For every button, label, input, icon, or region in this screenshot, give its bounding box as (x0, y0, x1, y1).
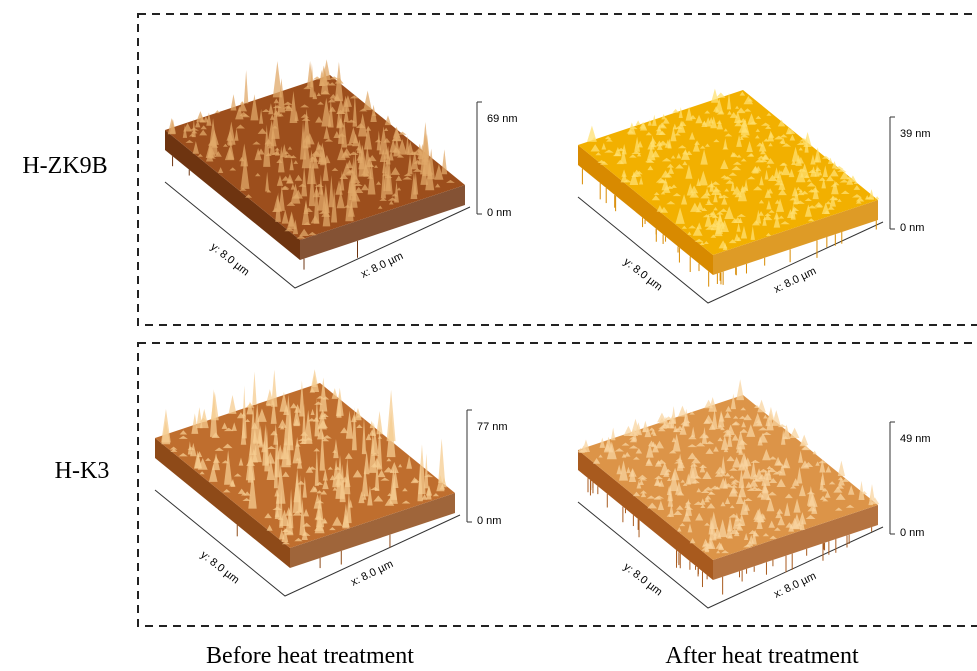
surface-peak (271, 370, 277, 407)
surface-peak (672, 109, 678, 113)
afm-panel: 39 nm0 nmy: 8.0 µmx: 8.0 µm (578, 89, 931, 303)
surface-peak (244, 70, 249, 103)
surface-peak (230, 94, 236, 110)
surface-peak (875, 196, 880, 199)
x-axis-label: x: 8.0 µm (772, 570, 818, 601)
z-min-label: 0 nm (487, 207, 511, 219)
surface-peak (869, 484, 874, 500)
x-axis-label: x: 8.0 µm (359, 250, 405, 281)
surface-peak (716, 93, 725, 98)
surface-peak (310, 369, 319, 392)
surface-peak (438, 438, 445, 483)
surface-peak (757, 400, 766, 413)
surface-peak (711, 89, 719, 103)
z-min-label: 0 nm (477, 515, 501, 527)
row-label: H-ZK9B (22, 153, 107, 179)
row-label: H-K3 (55, 458, 110, 484)
surface-peak (736, 379, 744, 400)
z-max-label: 49 nm (900, 433, 931, 445)
z-max-label: 39 nm (900, 128, 931, 140)
surface-peak (229, 395, 237, 414)
surface-peak (790, 428, 800, 438)
surface-peak (838, 461, 845, 476)
column-label: Before heat treatment (206, 643, 414, 669)
z-min-label: 0 nm (900, 527, 924, 539)
z-max-label: 77 nm (477, 421, 508, 433)
figure: H-ZK9B H-K3 Before heat treatment After … (0, 0, 977, 671)
afm-panel: 77 nm0 nmy: 8.0 µmx: 8.0 µm (155, 369, 508, 596)
surface-peak (611, 428, 616, 441)
surface-peak (636, 120, 641, 125)
surface-peak (363, 91, 371, 110)
surface-peak (215, 110, 220, 113)
surface-peak (587, 126, 597, 142)
z-min-label: 0 nm (900, 222, 924, 234)
surface-peak (442, 149, 448, 174)
x-axis-label: x: 8.0 µm (772, 265, 818, 296)
surface-peak (252, 372, 256, 405)
afm-panel: 49 nm0 nmy: 8.0 µmx: 8.0 µm (578, 379, 931, 608)
afm-panel: 69 nm0 nmy: 8.0 µmx: 8.0 µm (165, 59, 518, 288)
z-max-label: 69 nm (487, 113, 518, 125)
surface-peak (313, 76, 321, 79)
column-label: After heat treatment (665, 643, 859, 669)
x-axis-label: x: 8.0 µm (349, 558, 395, 589)
surface-peak (385, 115, 392, 125)
